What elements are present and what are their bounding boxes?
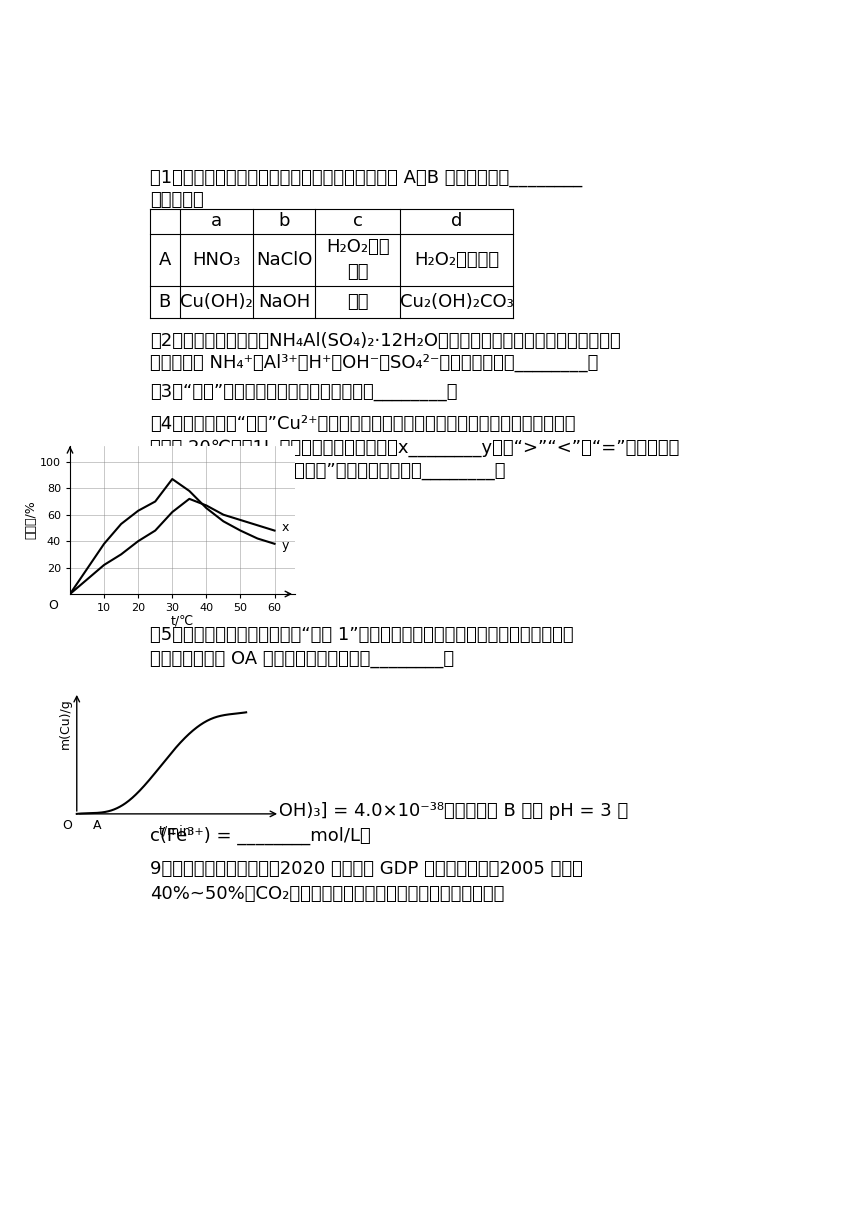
Text: （6）常温下，Kₛ[Fe(OH)₃] = 4.0×10⁻³⁸。加入试剂 B 调节 pH = 3 时: （6）常温下，Kₛ[Fe(OH)₃] = 4.0×10⁻³⁸。加入试剂 B 调节… — [150, 803, 629, 820]
Text: c: c — [353, 213, 363, 230]
Text: 示。在 20℃时，1L 溶液中有效碰撞总次数：x________y（填“>”“<”或“=”）。相同浓: 示。在 20℃时，1L 溶液中有效碰撞总次数：x________y（填“>”“<… — [150, 439, 679, 456]
Text: （3）“浸取”过程主要反应的离子方程式为：________。: （3）“浸取”过程主要反应的离子方程式为：________。 — [150, 383, 458, 401]
Text: Cu(OH)₂: Cu(OH)₂ — [180, 293, 253, 311]
Text: a: a — [211, 213, 222, 230]
Text: （填代号）: （填代号） — [150, 191, 204, 209]
Text: （4）单位时间内“浸取”Cu²⁺的百分率（称为浸出率）与溶液浓度、温度关系如图所: （4）单位时间内“浸取”Cu²⁺的百分率（称为浸出率）与溶液浓度、温度关系如图所 — [150, 416, 575, 433]
Text: H₂O₂（酸化）: H₂O₂（酸化） — [414, 250, 499, 269]
Text: d: d — [451, 213, 463, 230]
Text: NaClO: NaClO — [256, 250, 312, 269]
X-axis label: t/℃: t/℃ — [171, 614, 194, 627]
Text: O: O — [62, 818, 71, 832]
Text: 氨水: 氨水 — [347, 293, 369, 311]
Text: （2）铵明矾的化学式为NH₄Al(SO₄)₂·12H₂O，它为制各铜的化工产品提供铝源。铵: （2）铵明矾的化学式为NH₄Al(SO₄)₂·12H₂O，它为制各铜的化工产品提… — [150, 332, 621, 350]
Text: Cu₂(OH)₂CO₃: Cu₂(OH)₂CO₃ — [400, 293, 513, 311]
Y-axis label: 浸取率/%: 浸取率/% — [24, 501, 37, 540]
Text: 下图所示。写出 OA 段阴极的反应方程式：________。: 下图所示。写出 OA 段阴极的反应方程式：________。 — [150, 649, 454, 668]
Text: b: b — [279, 213, 290, 230]
Text: （5）以铜、石墨为电极，电解“过滤 1”所得溶液制备铜，铜的质量与通电时间关系如: （5）以铜、石墨为电极，电解“过滤 1”所得溶液制备铜，铜的质量与通电时间关系如 — [150, 626, 574, 644]
Text: A: A — [158, 250, 171, 269]
Text: c(Fe³⁺) = ________mol/L。: c(Fe³⁺) = ________mol/L。 — [150, 827, 371, 845]
Text: 40%~50%。CO₂可转化成有机物实现碳循环有效降低碳排放。: 40%~50%。CO₂可转化成有机物实现碳循环有效降低碳排放。 — [150, 885, 505, 903]
Text: 明矾溶液中 NH₄⁺、Al³⁺、H⁺、OH⁻、SO₄²⁻浓度大小排序为________。: 明矾溶液中 NH₄⁺、Al³⁺、H⁺、OH⁻、SO₄²⁻浓度大小排序为_____… — [150, 354, 599, 372]
X-axis label: t/min: t/min — [159, 824, 191, 838]
Text: O: O — [48, 599, 58, 613]
Text: y: y — [281, 539, 289, 552]
Text: NaOH: NaOH — [258, 293, 310, 311]
Text: 度下，温度高于 30℃，“浸出率”降低的主要原因是________。: 度下，温度高于 30℃，“浸出率”降低的主要原因是________。 — [150, 462, 506, 479]
Text: B: B — [159, 293, 171, 311]
Text: H₂O₂（酸
化）: H₂O₂（酸 化） — [326, 238, 390, 281]
Text: HNO₃: HNO₃ — [193, 250, 241, 269]
Text: x: x — [281, 522, 289, 534]
Text: 9．我国政府庄严承诺，到2020 年，单位 GDP 二氧化碳排放比2005 年下降: 9．我国政府庄严承诺，到2020 年，单位 GDP 二氧化碳排放比2005 年下… — [150, 861, 583, 878]
Text: A: A — [93, 818, 101, 832]
Text: （1）从产品纯度、环保操作方便等角度考虑，试剂 A、B 的最佳组合是________: （1）从产品纯度、环保操作方便等角度考虑，试剂 A、B 的最佳组合是______… — [150, 169, 582, 187]
Text: m(Cu)/g: m(Cu)/g — [58, 698, 71, 749]
